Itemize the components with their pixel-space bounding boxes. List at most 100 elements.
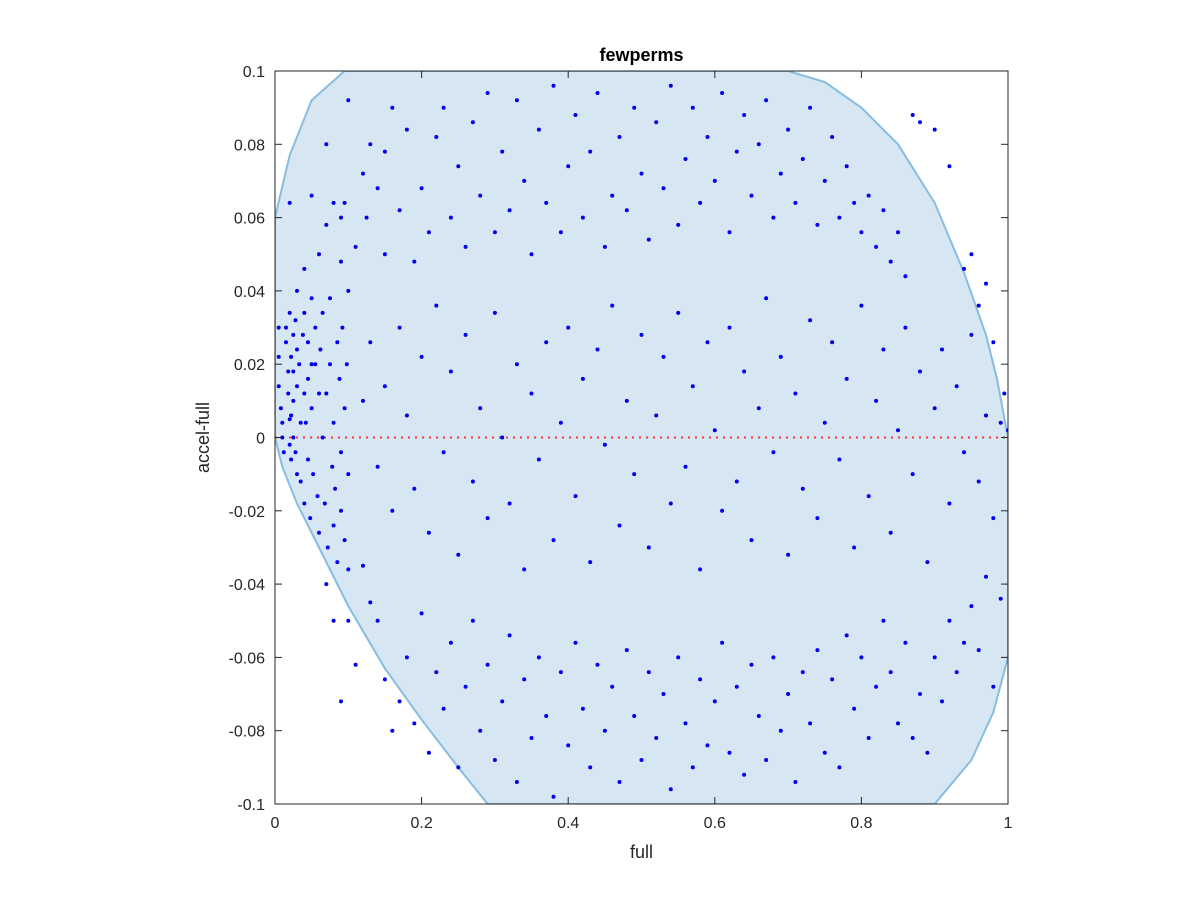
data-point	[874, 244, 879, 249]
data-point	[830, 135, 835, 139]
data-point	[580, 706, 585, 711]
data-point	[463, 244, 468, 249]
data-point	[984, 281, 988, 286]
data-point	[324, 582, 329, 587]
data-point	[286, 391, 291, 396]
data-point	[844, 376, 849, 381]
data-point	[991, 684, 996, 689]
data-point	[289, 354, 294, 359]
data-point	[339, 215, 343, 220]
data-point	[470, 618, 475, 623]
data-point	[969, 604, 974, 609]
data-point	[522, 677, 527, 682]
data-point	[346, 567, 351, 572]
data-point	[588, 149, 593, 154]
data-point	[712, 428, 717, 433]
data-point	[536, 457, 541, 462]
data-point	[771, 450, 776, 455]
data-point	[278, 406, 283, 411]
y-axis-label: accel-full	[193, 402, 213, 473]
data-point	[441, 105, 446, 110]
region-layer	[275, 71, 1008, 804]
data-point	[610, 684, 615, 689]
data-point	[786, 692, 791, 696]
data-point	[364, 215, 369, 220]
data-point	[276, 384, 281, 389]
data-point	[698, 200, 703, 205]
data-point	[291, 435, 296, 440]
y-tick-label: -0.08	[229, 724, 266, 741]
data-point	[844, 164, 849, 169]
data-point	[676, 222, 681, 227]
data-point	[322, 501, 327, 506]
data-point	[295, 384, 299, 389]
data-point	[918, 120, 922, 125]
data-point	[286, 369, 291, 374]
data-point	[778, 728, 783, 733]
data-point	[925, 560, 930, 565]
data-point	[852, 200, 857, 205]
data-point	[500, 149, 505, 154]
data-point	[287, 200, 292, 205]
data-point	[947, 501, 952, 506]
data-point	[302, 391, 307, 396]
data-point	[302, 266, 307, 271]
data-point	[837, 215, 842, 220]
data-point	[302, 310, 307, 315]
data-point	[426, 750, 431, 755]
data-point	[947, 164, 952, 169]
data-point	[786, 127, 791, 132]
data-point	[276, 325, 281, 330]
data-point	[344, 362, 349, 367]
data-point	[888, 259, 893, 264]
data-point	[580, 376, 585, 381]
data-point	[984, 574, 988, 579]
data-point	[448, 369, 453, 374]
data-point	[448, 640, 453, 645]
data-point	[295, 288, 299, 293]
data-point	[382, 677, 387, 682]
data-point	[485, 91, 490, 95]
data-point	[764, 98, 769, 103]
data-point	[390, 508, 395, 513]
data-point	[793, 780, 798, 784]
data-point	[361, 171, 365, 176]
data-point	[712, 699, 717, 704]
data-point	[742, 772, 747, 777]
data-point	[881, 618, 886, 623]
data-point	[368, 600, 373, 605]
data-point	[333, 486, 338, 491]
data-point	[815, 222, 820, 227]
data-point	[940, 699, 944, 704]
data-point	[852, 706, 857, 711]
data-point	[815, 648, 820, 653]
data-point	[339, 508, 343, 513]
data-point	[514, 780, 519, 784]
y-tick-label: -0.06	[229, 650, 266, 667]
data-point	[287, 442, 292, 447]
x-tick-label: 0.8	[850, 815, 872, 832]
data-point	[991, 516, 996, 521]
data-point	[932, 406, 937, 411]
data-point	[551, 794, 556, 799]
data-point	[478, 193, 483, 198]
data-point	[646, 545, 651, 550]
data-point	[954, 670, 959, 675]
data-point	[293, 318, 298, 323]
data-point	[492, 758, 497, 762]
data-point	[291, 332, 296, 337]
data-point	[705, 743, 710, 748]
data-point	[456, 552, 461, 557]
data-point	[976, 648, 981, 653]
data-point	[368, 142, 373, 147]
data-point	[859, 303, 864, 308]
data-point	[306, 457, 310, 462]
data-point	[749, 193, 754, 198]
data-point	[529, 736, 534, 740]
data-point	[712, 178, 717, 183]
data-point	[947, 618, 952, 623]
data-point	[639, 171, 644, 176]
data-point	[342, 406, 347, 411]
data-point	[470, 120, 475, 125]
data-point	[382, 149, 387, 154]
